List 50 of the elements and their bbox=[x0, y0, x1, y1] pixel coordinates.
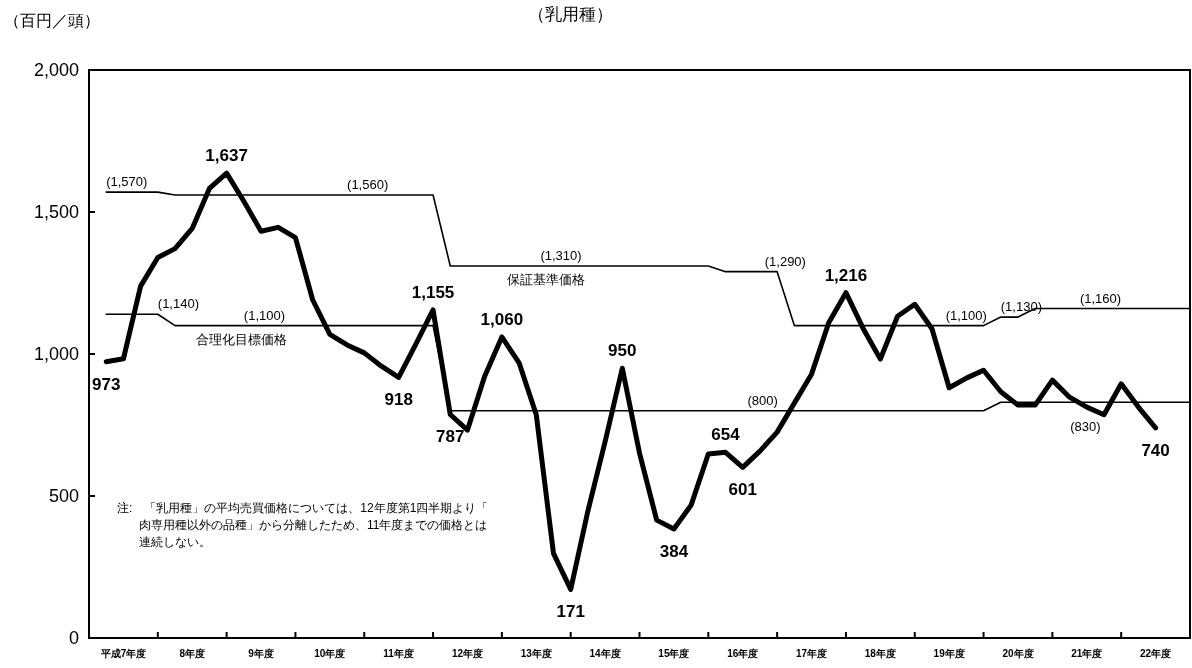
x-tick-label: 10年度 bbox=[314, 648, 346, 659]
x-tick-label: 9年度 bbox=[248, 648, 274, 659]
x-tick-label: 17年度 bbox=[795, 648, 828, 659]
x-tick-label: 22年度 bbox=[1140, 648, 1172, 659]
data-label: 950 bbox=[608, 341, 637, 361]
y-tick-label: 500 bbox=[48, 486, 79, 506]
y-tick-label: 1,000 bbox=[33, 344, 79, 364]
annotation: (800) bbox=[747, 392, 778, 408]
data-label: 918 bbox=[384, 390, 413, 410]
annotation: (830) bbox=[1070, 419, 1101, 435]
x-tick-label: 13年度 bbox=[520, 648, 552, 659]
x-tick-label: 20年度 bbox=[1002, 648, 1034, 659]
x-tick-label: 21年度 bbox=[1071, 648, 1103, 659]
data-label: 601 bbox=[728, 480, 757, 500]
data-label: 384 bbox=[659, 541, 689, 561]
data-label: 171 bbox=[556, 602, 585, 622]
x-tick-label: 11年度 bbox=[383, 648, 414, 659]
annotation: (1,160) bbox=[1079, 290, 1122, 306]
data-label: 740 bbox=[1141, 440, 1170, 460]
data-label: 654 bbox=[711, 425, 741, 445]
annotation: (1,560) bbox=[347, 176, 389, 192]
data-label: 787 bbox=[436, 427, 465, 447]
y-tick-label: 0 bbox=[68, 628, 79, 648]
x-tick-label: 12年度 bbox=[451, 648, 484, 659]
annotation: (1,140) bbox=[157, 296, 200, 312]
data-label: 1,637 bbox=[205, 146, 248, 166]
x-tick-label: 14年度 bbox=[589, 648, 621, 659]
x-tick-label: 16年度 bbox=[727, 648, 759, 659]
chart-title: （乳用種） bbox=[527, 5, 613, 24]
y-tick-label: 1,500 bbox=[33, 202, 79, 222]
annotation: (1,130) bbox=[1000, 299, 1042, 315]
annotation: (1,290) bbox=[764, 253, 806, 269]
data-label: 973 bbox=[92, 374, 121, 394]
x-tick-label: 平成7年度 bbox=[99, 648, 147, 659]
y-axis-title: （百円／頭） bbox=[4, 12, 100, 29]
annotation: (1,100) bbox=[243, 307, 286, 323]
x-tick-label: 19年度 bbox=[933, 648, 965, 659]
annotation: (1,570) bbox=[106, 174, 148, 190]
annotation: 合理化目標価格 bbox=[195, 331, 287, 347]
data-label: 1,216 bbox=[824, 265, 868, 285]
annotation: (1,100) bbox=[945, 307, 987, 323]
y-tick-label: 2,000 bbox=[33, 60, 79, 80]
x-tick-label: 18年度 bbox=[864, 648, 896, 659]
annotation: 注: 「乳用種」の平均売買価格については、12年度第1四半期より「肉専用種以外の品種」から分離したため、11年度までの価格とは連続しない。 bbox=[117, 501, 489, 549]
data-label: 1,060 bbox=[480, 309, 524, 329]
data-label: 1,155 bbox=[411, 282, 455, 302]
annotation: (1,310) bbox=[540, 247, 582, 263]
x-tick-label: 8年度 bbox=[179, 648, 205, 659]
annotation: 保証基準価格 bbox=[506, 271, 585, 287]
x-tick-label: 15年度 bbox=[658, 648, 690, 659]
